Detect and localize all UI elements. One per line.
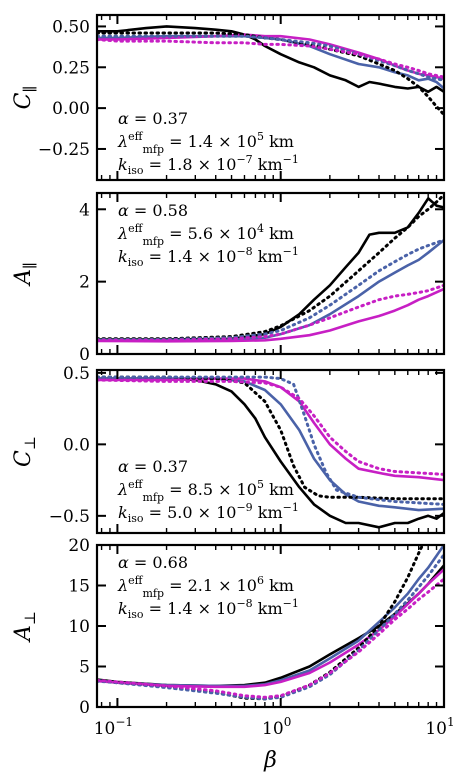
x-tick-label: 100: [262, 715, 291, 739]
y-tick-label: 0.25: [52, 58, 90, 78]
series-line-dotted-magenta: [97, 577, 444, 699]
annotation-line: α = 0.37: [118, 457, 188, 476]
y-tick-label: 5: [79, 658, 90, 678]
series-group: [97, 193, 444, 343]
annotation-line: α = 0.58: [118, 201, 188, 220]
series-line-dotted-blue: [97, 553, 444, 701]
y-axis-label: A⊥: [11, 611, 39, 643]
series-line-dotted-blue: [97, 375, 444, 506]
series-line-solid-magenta: [97, 568, 444, 689]
annotation-line: kiso = 1.4 × 10−8 km−1: [118, 597, 299, 621]
y-tick-label: 0.50: [52, 17, 90, 37]
panel-1: −0.25 0.00 0.25 0.50 C∥ α = 0.37 λeffmfp = 1.4…: [11, 13, 446, 182]
series-line-solid-black: [97, 377, 444, 529]
series-line-solid-black: [97, 25, 444, 94]
y-axis-label: A∥: [11, 262, 39, 287]
y-axis-label: C⊥: [11, 436, 39, 467]
series-group: [97, 25, 444, 117]
annotation-line: kiso = 1.4 × 10−8 km−1: [118, 245, 299, 269]
panel-2: 0 2 4 A∥ α = 0.58 λeffmfp = 5.6 × 104 kmkiso …: [11, 191, 446, 365]
x-tick-label: 101: [425, 715, 454, 739]
annotation-line: α = 0.68: [118, 553, 188, 572]
series-line-dotted-magenta: [97, 283, 444, 342]
series-line-dotted-black: [97, 193, 444, 341]
x-axis: 10−1 100 101 β: [94, 715, 455, 773]
panel-4: 0 5 10 15 20 A⊥ α = 0.68 λeffmfp = 2.1 × 106 km…: [11, 536, 446, 718]
y-tick-label: 15: [68, 577, 90, 597]
y-tick-label: 0.0: [63, 435, 90, 455]
y-tick-label: 0: [79, 345, 90, 365]
y-axis-label: C∥: [11, 86, 39, 110]
annotation-line: λeffmfp = 1.4 × 105 km: [117, 130, 294, 156]
annotation-line: λeffmfp = 2.1 × 106 km: [117, 574, 294, 600]
panel-frame: [95, 368, 446, 535]
series-line-dotted-magenta: [97, 378, 444, 476]
panel-3: −0.5 0.0 0.5 C⊥ α = 0.37 λeffmfp = 8.5 × 105 …: [11, 364, 446, 535]
y-tick-label: 10: [68, 617, 90, 637]
y-tick-label: 0: [79, 698, 90, 718]
y-tick-label: −0.25: [38, 140, 90, 160]
y-tick-label: −0.5: [49, 507, 90, 527]
x-axis-label: β: [263, 748, 277, 773]
annotation-line: kiso = 1.8 × 10−7 km−1: [118, 153, 299, 177]
panel-frame: [95, 191, 446, 356]
y-tick-label: 20: [68, 536, 90, 556]
y-tick-label: 0.5: [63, 364, 90, 384]
annotation-line: λeffmfp = 5.6 × 104 km: [117, 222, 294, 248]
x-tick-label: 10−1: [94, 715, 133, 739]
annotation-line: α = 0.37: [118, 109, 188, 128]
series-line-dotted-magenta: [97, 38, 444, 79]
series-line-solid-magenta: [97, 287, 444, 343]
panel-frame: [95, 13, 446, 182]
series-group: [97, 545, 444, 701]
series-line-solid-magenta: [97, 377, 444, 482]
annotation-line: kiso = 5.0 × 10−9 km−1: [118, 501, 299, 525]
y-tick-label: 4: [79, 200, 90, 220]
annotation-line: λeffmfp = 8.5 × 105 km: [117, 478, 294, 504]
y-tick-label: 2: [79, 273, 90, 293]
y-tick-label: 0.00: [52, 99, 90, 119]
series-line-dotted-blue: [97, 34, 444, 82]
series-group: [97, 375, 444, 529]
